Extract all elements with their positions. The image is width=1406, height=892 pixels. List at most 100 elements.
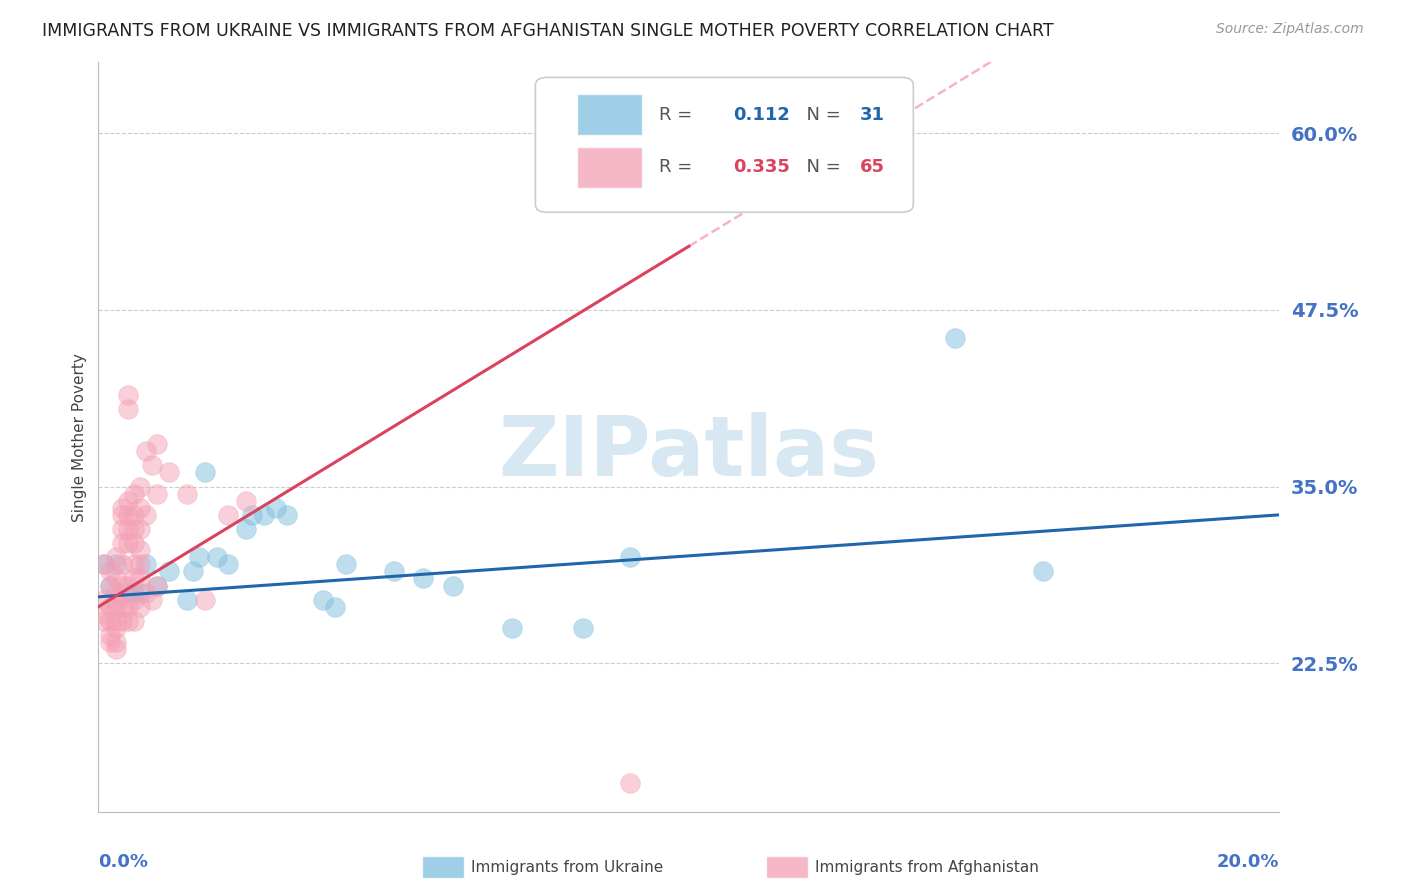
Point (122, 614, 145, 628)
Text: 0.112: 0.112 (733, 106, 790, 124)
Point (111, 508, 134, 522)
Point (235, 493, 257, 508)
Point (117, 585, 139, 599)
Point (135, 508, 157, 522)
Point (335, 558, 357, 572)
Point (157, 466, 180, 480)
Point (122, 522, 145, 536)
Point (117, 387, 139, 401)
Point (122, 486, 145, 500)
Point (571, 621, 593, 635)
Point (217, 558, 239, 572)
Point (146, 578, 169, 592)
Point (240, 508, 263, 522)
Text: N =: N = (796, 106, 846, 124)
Point (111, 578, 134, 592)
Point (128, 479, 150, 493)
Text: R =: R = (659, 106, 699, 124)
Point (135, 558, 157, 572)
Point (117, 493, 139, 508)
Point (382, 565, 405, 579)
Point (323, 599, 346, 614)
Point (93, 614, 115, 628)
FancyBboxPatch shape (536, 78, 914, 212)
Point (122, 558, 145, 572)
Point (217, 508, 239, 522)
Point (619, 550, 641, 565)
Point (176, 486, 198, 500)
Point (135, 444, 157, 458)
Point (105, 558, 128, 572)
Point (128, 558, 150, 572)
Point (117, 599, 139, 614)
Text: Source: ZipAtlas.com: Source: ZipAtlas.com (1216, 22, 1364, 37)
Point (117, 614, 139, 628)
FancyBboxPatch shape (576, 95, 641, 136)
Point (117, 401, 139, 416)
Text: 0.335: 0.335 (733, 159, 790, 177)
Point (105, 550, 128, 565)
Point (122, 571, 145, 585)
Point (128, 585, 150, 599)
Point (276, 508, 298, 522)
Point (105, 614, 128, 628)
Point (117, 578, 139, 592)
Point (194, 592, 217, 607)
Point (205, 550, 228, 565)
Point (93, 558, 115, 572)
Point (93, 558, 115, 572)
Point (157, 565, 180, 579)
Point (1032, 565, 1054, 579)
Point (105, 585, 128, 599)
Point (105, 642, 128, 657)
Point (111, 599, 134, 614)
Point (176, 592, 198, 607)
Point (128, 522, 150, 536)
Text: R =: R = (659, 159, 699, 177)
Text: ZIPatlas: ZIPatlas (499, 411, 879, 492)
Point (187, 550, 209, 565)
Point (93, 607, 115, 621)
Point (122, 585, 145, 599)
Point (235, 522, 257, 536)
Point (122, 508, 145, 522)
Text: 65: 65 (860, 159, 886, 177)
Point (117, 522, 139, 536)
Point (501, 621, 523, 635)
Text: IMMIGRANTS FROM UKRAINE VS IMMIGRANTS FROM AFGHANISTAN SINGLE MOTHER POVERTY COR: IMMIGRANTS FROM UKRAINE VS IMMIGRANTS FR… (42, 22, 1054, 40)
Point (194, 466, 217, 480)
Point (111, 558, 134, 572)
Point (312, 592, 335, 607)
Text: Immigrants from Afghanistan: Immigrants from Afghanistan (815, 860, 1039, 874)
Point (441, 578, 464, 592)
Point (105, 621, 128, 635)
Point (93, 592, 115, 607)
Point (98, 578, 121, 592)
Point (98, 635, 121, 649)
Point (146, 486, 169, 500)
Point (128, 543, 150, 558)
Point (117, 508, 139, 522)
Point (128, 599, 150, 614)
Text: Immigrants from Ukraine: Immigrants from Ukraine (471, 860, 664, 874)
Point (141, 458, 163, 473)
Text: 20.0%: 20.0% (1218, 853, 1279, 871)
Y-axis label: Single Mother Poverty: Single Mother Poverty (72, 352, 87, 522)
FancyBboxPatch shape (576, 146, 641, 188)
Point (98, 565, 121, 579)
Point (98, 599, 121, 614)
Point (141, 592, 163, 607)
Point (111, 522, 134, 536)
Point (105, 635, 128, 649)
Point (98, 614, 121, 628)
Point (135, 585, 157, 599)
Point (105, 592, 128, 607)
Text: 0.0%: 0.0% (98, 853, 149, 871)
Point (98, 578, 121, 592)
Point (111, 500, 134, 515)
Text: 31: 31 (860, 106, 886, 124)
Point (98, 628, 121, 642)
Text: N =: N = (796, 159, 846, 177)
Point (146, 578, 169, 592)
Point (619, 776, 641, 790)
